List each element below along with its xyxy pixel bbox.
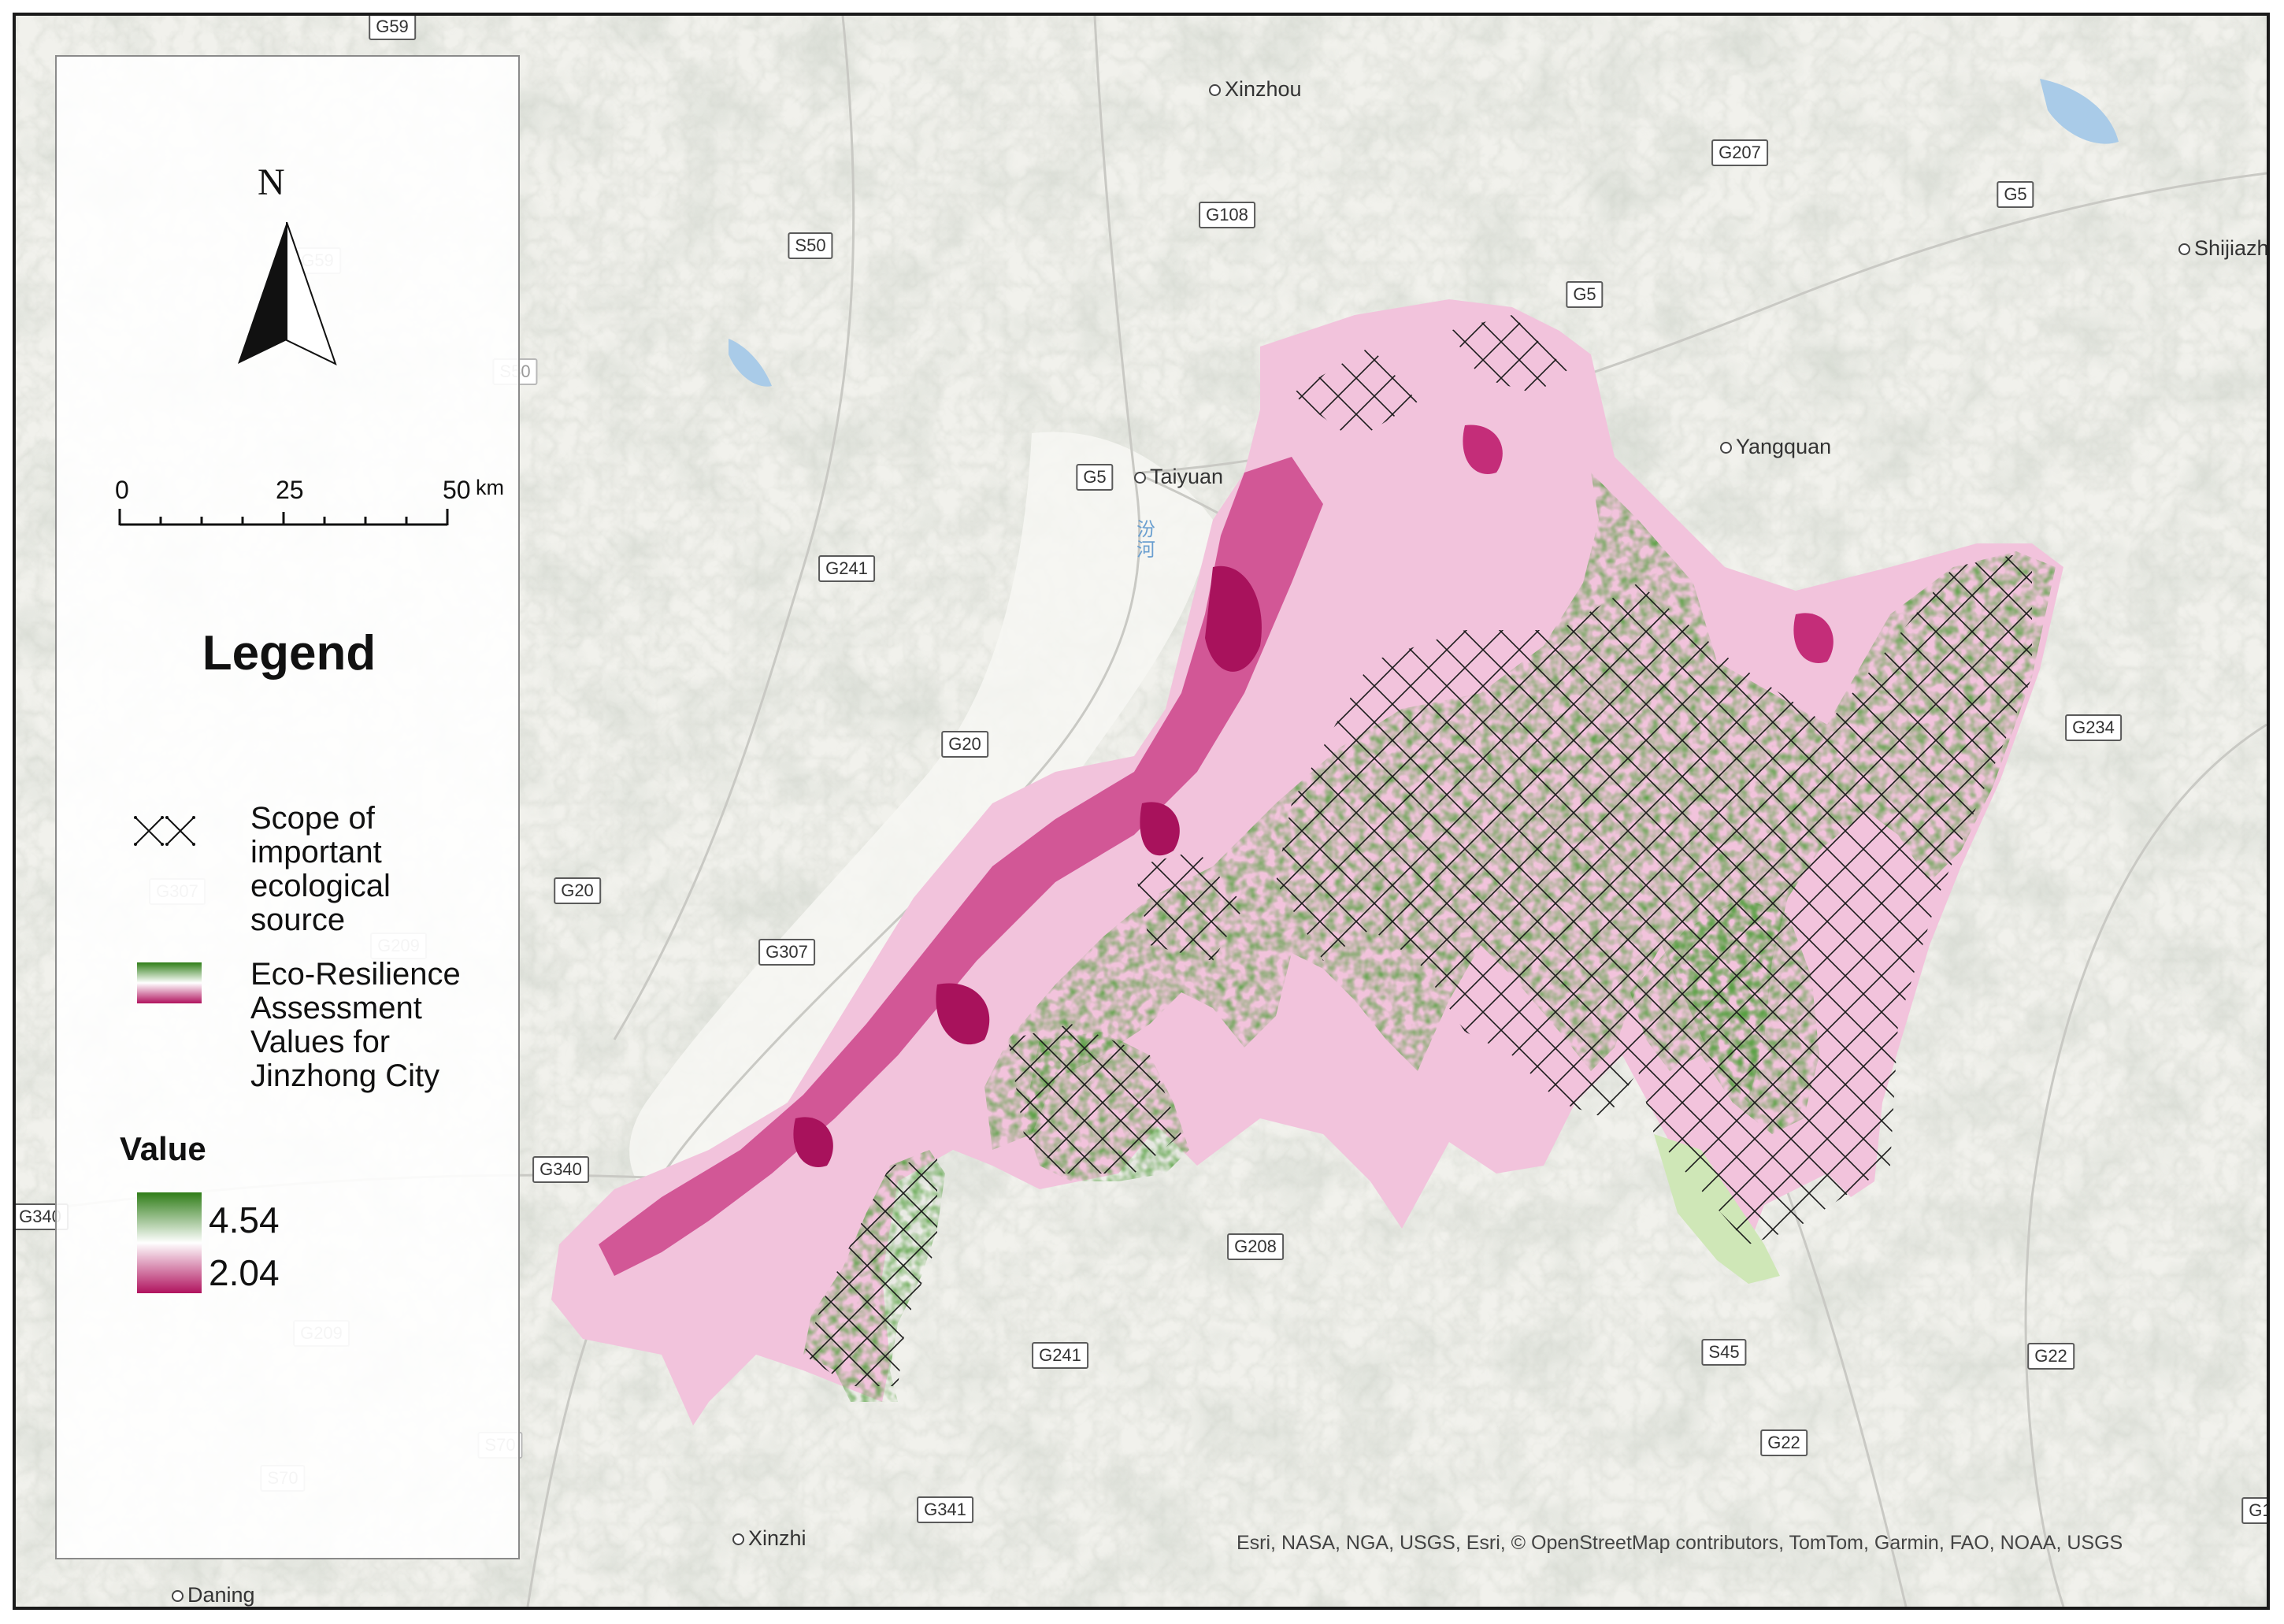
urban-spot-pingyao [793, 1117, 833, 1167]
city-name: Yangquan [1736, 435, 1832, 458]
scale-tick-50: 50 [443, 476, 471, 504]
river-char-2: 河 [1136, 539, 1155, 561]
city-name: Xinzhi [748, 1526, 806, 1550]
road-shield-g22: G22 [1760, 1429, 1808, 1456]
legend-line: Jinzhong City [250, 1059, 440, 1093]
legend-line: Scope of [250, 801, 375, 836]
urban-spot-taigu [1140, 802, 1180, 856]
road-shield-s50: S50 [788, 232, 833, 259]
scale-bar [118, 509, 449, 526]
legend-line: source [250, 903, 346, 937]
city-label-yangquan: Yangquan [1720, 435, 1831, 459]
city-label-shijiazhua: Shijiazhua [2178, 236, 2269, 261]
map-frame[interactable]: G59G59S50S50G108G207G5G5G5G241G20G234G30… [13, 13, 2270, 1610]
road-shield-g20: G20 [554, 877, 601, 904]
basemap [16, 16, 2267, 1607]
road-shield-g241: G241 [818, 555, 875, 582]
city-dot-icon [172, 1590, 184, 1603]
road-shield-g59: G59 [369, 16, 416, 40]
road-shield-s45: S45 [1701, 1339, 1747, 1366]
city-dot-icon [1134, 472, 1146, 484]
urban-corridor [599, 457, 1323, 1276]
city-name: Taiyuan [1150, 465, 1224, 488]
reservoir-west [729, 339, 772, 387]
city-dot-icon [2178, 243, 2190, 256]
north-letter: N [258, 161, 285, 203]
value-color-ramp [137, 1192, 202, 1293]
city-label-daning: Daning [172, 1583, 255, 1607]
road-shield-g234: G234 [2065, 714, 2122, 741]
legend-line: Assessment [250, 991, 422, 1025]
road-shield-g207: G207 [1711, 139, 1768, 166]
legend-title: Legend [202, 626, 376, 680]
road-shield-g341: G341 [917, 1496, 973, 1523]
city-name: Daning [187, 1583, 255, 1607]
ramp-low-label: 2.04 [209, 1252, 280, 1293]
road-shield-g340: G340 [532, 1156, 589, 1183]
road-shield-g241: G241 [1032, 1342, 1088, 1369]
river-char-1: 汾 [1136, 519, 1155, 540]
legend-item-resilience: Eco-Resilience Assessment Values for Jin… [250, 958, 461, 1093]
urban-spot-north [1463, 425, 1503, 474]
legend-line: Eco-Resilience [250, 957, 461, 992]
legend-line: Values for [250, 1025, 391, 1059]
city-dot-icon [1209, 84, 1221, 97]
legend-panel: N 0 25 50 km Legend [55, 55, 520, 1559]
urban-spot-qixian [936, 983, 990, 1045]
scale-tick-25: 25 [276, 476, 304, 504]
road-shield-g208: G208 [1227, 1233, 1284, 1260]
city-label-taiyuan: Taiyuan [1134, 465, 1223, 489]
city-dot-icon [1720, 442, 1732, 454]
city-name: Xinzhou [1225, 77, 1302, 101]
ecological-source-hatch [803, 315, 2032, 1386]
taiyuan-basin [629, 432, 1213, 1213]
legend-item-ecological-source: Scope of important ecological source [250, 802, 391, 937]
resilience-legend-swatch [137, 962, 202, 1003]
city-name: Shijiazhua [2194, 236, 2269, 260]
scale-tick-0: 0 [115, 476, 129, 504]
jinzhong-raster [551, 299, 2063, 1426]
city-label-xinzhou: Xinzhou [1209, 77, 1302, 102]
value-title: Value [120, 1130, 206, 1167]
road-shield-g108: G108 [1199, 202, 1255, 228]
road-shield-g22: G22 [2027, 1343, 2075, 1370]
north-arrow-icon [238, 222, 337, 365]
hatch-legend-icon [134, 816, 195, 846]
road-shield-g20: G20 [941, 731, 988, 758]
city-dot-icon [732, 1533, 744, 1546]
urban-spot-east [1793, 613, 1834, 663]
urban-spot-yuci [1205, 565, 1262, 672]
legend-line: ecological [250, 869, 391, 903]
map-attribution: Esri, NASA, NGA, USGS, Esri, © OpenStree… [1237, 1532, 2123, 1554]
reservoir-northeast [2040, 79, 2119, 144]
ramp-high-label: 4.54 [209, 1199, 280, 1240]
road-shield-g5: G5 [1566, 281, 1604, 308]
road-shield-g5: G5 [1076, 464, 1114, 491]
road-shield-g307: G307 [758, 939, 815, 966]
fen-river-label: 汾 河 [1136, 520, 1156, 561]
legend-line: important [250, 835, 382, 869]
road-shield-g5: G5 [1997, 181, 2034, 208]
road-shield-g10: G10 [2241, 1497, 2267, 1524]
city-label-xinzhi: Xinzhi [732, 1526, 806, 1551]
scale-unit: km [476, 476, 504, 499]
